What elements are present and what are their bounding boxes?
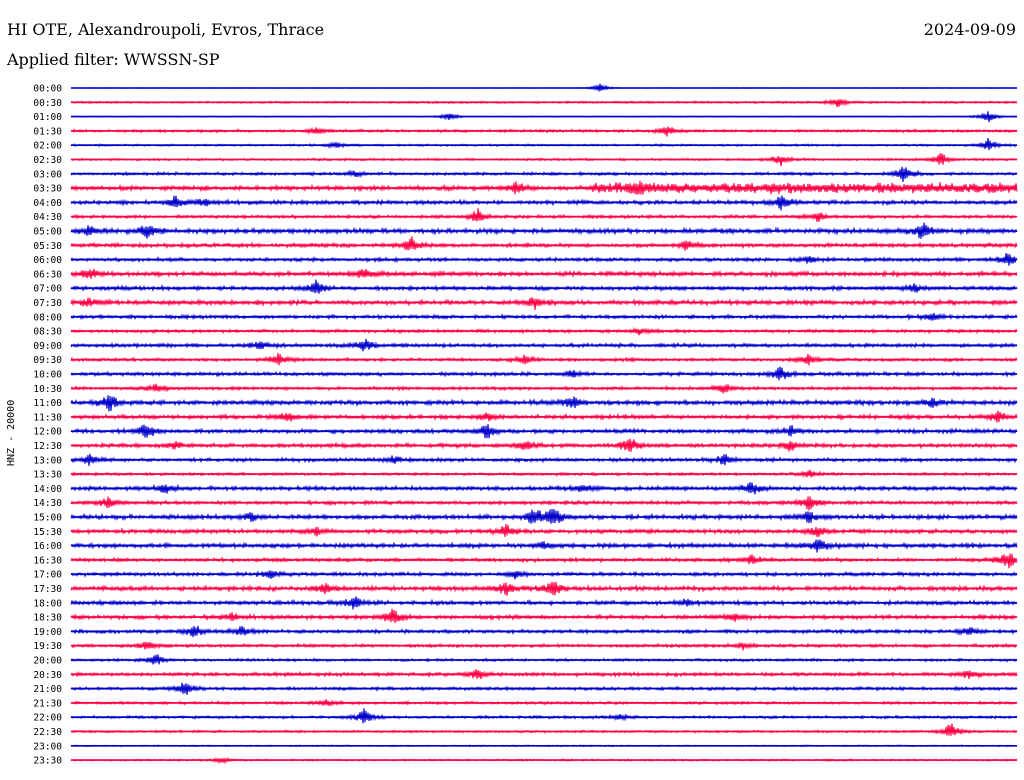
time-tick-label: 07:30 [33,298,62,309]
time-tick-label: 05:00 [33,227,62,238]
time-tick-label: 10:30 [33,384,62,395]
time-tick-label: 00:00 [33,84,62,95]
time-tick-label: 16:00 [33,541,62,552]
time-tick-label: 02:00 [33,141,62,152]
time-tick-label: 21:00 [33,684,62,695]
time-tick-label: 22:30 [33,727,62,738]
time-tick-label: 15:30 [33,527,62,538]
time-tick-label: 02:30 [33,155,62,166]
time-tick-label: 23:30 [33,756,62,767]
time-tick-label: 05:30 [33,241,62,252]
filter-label: Applied filter: WWSSN-SP [7,50,220,69]
time-tick-label: 17:00 [33,570,62,581]
seismic-trace-line [70,236,1018,251]
seismic-trace-line [70,524,1018,537]
time-tick-label: 06:00 [33,255,62,266]
seismic-trace-line [70,297,1018,310]
time-tick-label: 08:00 [33,312,62,323]
time-tick-label: 23:00 [33,741,62,752]
time-tick-label: 21:30 [33,698,62,709]
time-tick-label: 11:30 [33,412,62,423]
seismic-trace-line [70,279,1018,294]
time-tick-label: 14:00 [33,484,62,495]
time-tick-label: 13:00 [33,455,62,466]
time-tick-label: 11:00 [33,398,62,409]
time-tick-label: 00:30 [33,98,62,109]
seismic-trace-line [70,553,1018,569]
time-tick-label: 08:30 [33,327,62,338]
time-tick-label: 20:30 [33,670,62,681]
seismic-trace-line [70,608,1018,624]
time-tick-label: 09:00 [33,341,62,352]
time-tick-label: 04:30 [33,212,62,223]
time-tick-label: 03:30 [33,184,62,195]
time-tick-label: 04:00 [33,198,62,209]
time-tick-label: 12:00 [33,427,62,438]
seismic-trace-line [70,708,1018,724]
time-tick-label: 03:00 [33,169,62,180]
time-tick-label: 17:30 [33,584,62,595]
time-tick-label: 16:30 [33,555,62,566]
time-tick-label: 01:30 [33,126,62,137]
seismic-trace-line [70,137,1018,151]
time-tick-label: 18:00 [33,598,62,609]
time-tick-label: 22:00 [33,713,62,724]
seismic-trace-line [70,326,1018,336]
time-tick-label: 01:00 [33,112,62,123]
time-tick-label: 12:30 [33,441,62,452]
time-tick-label: 07:00 [33,284,62,295]
time-tick-label: 10:00 [33,370,62,381]
seismic-trace-line [70,723,1018,736]
time-tick-label: 14:30 [33,498,62,509]
seismic-trace-line [70,208,1018,222]
time-tick-label: 20:00 [33,656,62,667]
time-tick-label: 09:30 [33,355,62,366]
time-tick-label: 13:30 [33,470,62,481]
time-tick-label: 06:30 [33,269,62,280]
time-tick-label: 19:00 [33,627,62,638]
date-label: 2024-09-09 [923,20,1016,39]
time-tick-label: 18:30 [33,613,62,624]
time-tick-label: 19:30 [33,641,62,652]
time-tick-label: 15:00 [33,513,62,524]
station-title: HI OTE, Alexandroupoli, Evros, Thrace [7,20,325,39]
